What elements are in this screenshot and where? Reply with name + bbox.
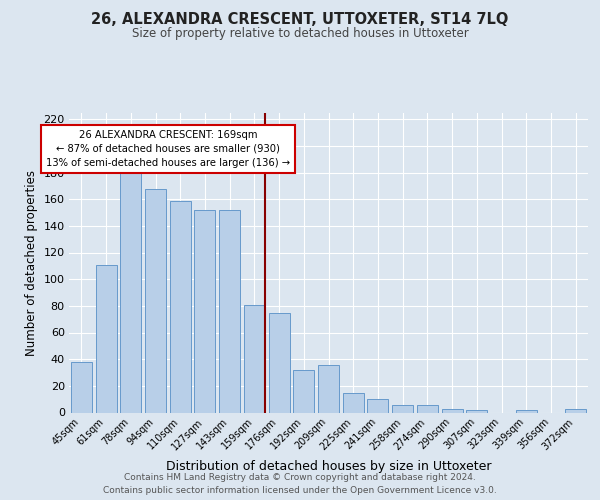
Bar xyxy=(343,392,364,412)
Y-axis label: Number of detached properties: Number of detached properties xyxy=(25,170,38,356)
Bar xyxy=(120,171,141,412)
Bar xyxy=(244,304,265,412)
Bar xyxy=(95,264,116,412)
Text: 26 ALEXANDRA CRESCENT: 169sqm
← 87% of detached houses are smaller (930)
13% of : 26 ALEXANDRA CRESCENT: 169sqm ← 87% of d… xyxy=(46,130,290,168)
Text: Contains public sector information licensed under the Open Government Licence v3: Contains public sector information licen… xyxy=(103,486,497,495)
Bar xyxy=(194,210,215,412)
Bar xyxy=(318,364,339,412)
X-axis label: Distribution of detached houses by size in Uttoxeter: Distribution of detached houses by size … xyxy=(166,460,491,473)
Bar xyxy=(145,188,166,412)
Bar xyxy=(293,370,314,412)
Bar xyxy=(219,210,240,412)
Bar xyxy=(442,408,463,412)
Bar xyxy=(516,410,537,412)
Bar xyxy=(367,399,388,412)
Bar xyxy=(417,404,438,412)
Bar xyxy=(269,312,290,412)
Text: 26, ALEXANDRA CRESCENT, UTTOXETER, ST14 7LQ: 26, ALEXANDRA CRESCENT, UTTOXETER, ST14 … xyxy=(91,12,509,28)
Bar xyxy=(565,408,586,412)
Text: Contains HM Land Registry data © Crown copyright and database right 2024.: Contains HM Land Registry data © Crown c… xyxy=(124,472,476,482)
Bar xyxy=(392,404,413,412)
Bar xyxy=(466,410,487,412)
Text: Size of property relative to detached houses in Uttoxeter: Size of property relative to detached ho… xyxy=(131,28,469,40)
Bar xyxy=(170,200,191,412)
Bar xyxy=(71,362,92,412)
